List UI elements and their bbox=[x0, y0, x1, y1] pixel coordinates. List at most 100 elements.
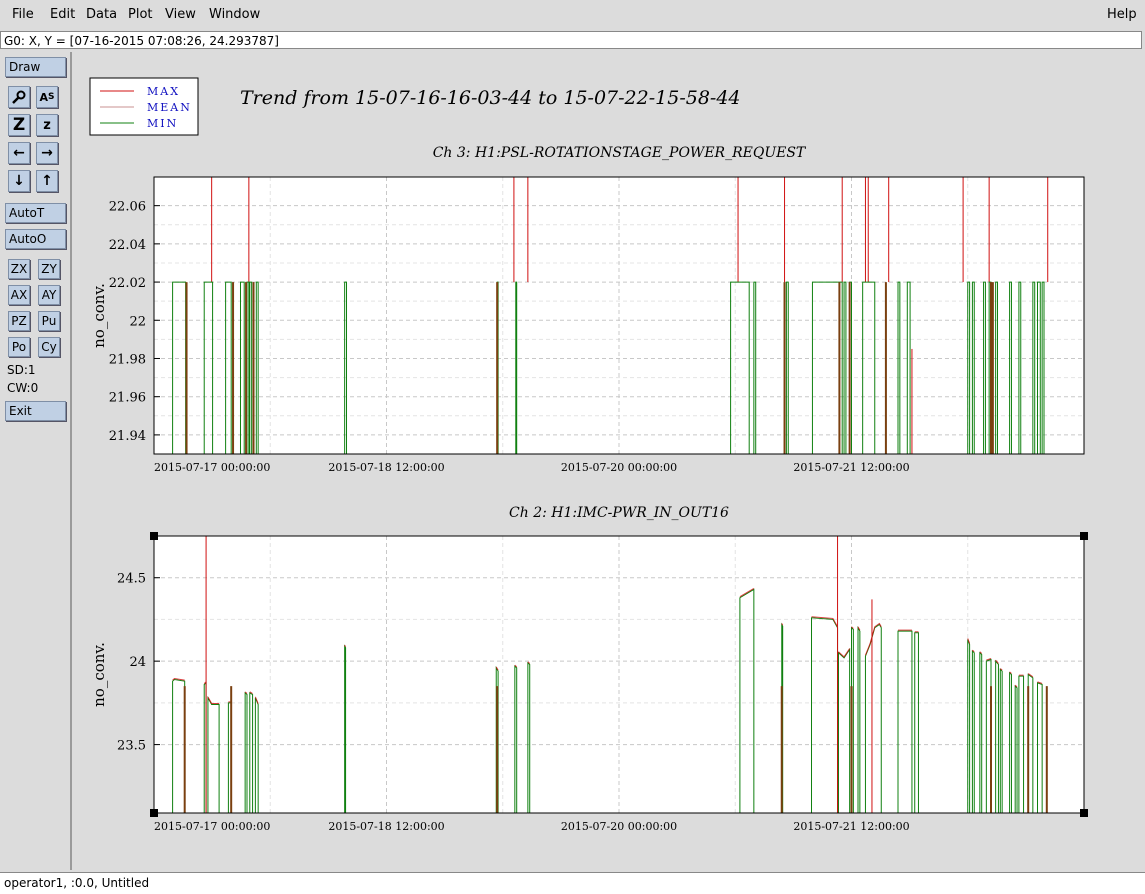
main-title: Trend from 15-07-16-16-03-44 to 15-07-22… bbox=[240, 87, 741, 109]
draw-button[interactable]: Draw bbox=[5, 57, 66, 77]
chart2-min-series bbox=[344, 644, 347, 813]
chart1-ytick-label: 21.94 bbox=[109, 429, 146, 444]
menu-view[interactable]: View bbox=[165, 7, 196, 22]
chart2-max-series bbox=[495, 666, 499, 671]
chart2-max-series bbox=[739, 587, 755, 598]
chart2-xtick-label: 2015-07-20 00:00:00 bbox=[561, 820, 677, 833]
chart2-max-series bbox=[172, 677, 185, 681]
chart2-max-series bbox=[995, 659, 999, 664]
chart2-max-series bbox=[1014, 684, 1018, 688]
chart2-frame bbox=[153, 535, 1085, 814]
chart2-max-series bbox=[781, 623, 784, 626]
chart2-min-series bbox=[999, 668, 1003, 813]
chart2-min-series bbox=[1014, 685, 1018, 813]
chart2-min-series bbox=[837, 647, 851, 813]
chart1-xtick-label: 2015-07-20 00:00:00 bbox=[561, 461, 677, 474]
chart2-title: Ch 2: H1:IMC-PWR_IN_OUT16 bbox=[509, 505, 729, 521]
cy-button[interactable]: Cy bbox=[38, 337, 60, 357]
zy-button[interactable]: ZY bbox=[38, 259, 60, 279]
chart2-max-series bbox=[979, 651, 983, 654]
arrow-up-icon[interactable]: ↑ bbox=[36, 170, 58, 192]
chart2-min-series bbox=[207, 695, 220, 813]
chart1-ytick-label: 22.06 bbox=[109, 200, 146, 215]
chart2-min-series bbox=[995, 659, 999, 813]
chart1-xtick-label: 2015-07-18 12:00:00 bbox=[328, 461, 444, 474]
arrow-right-icon[interactable]: → bbox=[36, 142, 58, 164]
ax-button[interactable]: AX bbox=[8, 285, 30, 305]
chart2-max-series bbox=[1037, 681, 1043, 684]
legend-max-label: MAX bbox=[147, 85, 180, 98]
chart1-xtick-label: 2015-07-21 12:00:00 bbox=[793, 461, 909, 474]
chart2-min-series bbox=[897, 630, 913, 813]
chart1-ytick-label: 22.02 bbox=[109, 276, 146, 291]
chart2-max-series bbox=[851, 626, 854, 629]
chart1-title: Ch 3: H1:PSL-ROTATIONSTAGE_POWER_REQUEST bbox=[433, 145, 807, 161]
legend-min-label: MIN bbox=[147, 117, 178, 130]
chart2-xtick-label: 2015-07-21 12:00:00 bbox=[793, 820, 909, 833]
cursor-readout: G0: X, Y = [07-16-2015 07:08:26, 24.2937… bbox=[0, 31, 1142, 49]
chart2-min-series bbox=[1018, 675, 1025, 813]
po-button[interactable]: Po bbox=[8, 337, 30, 357]
chart1-frame bbox=[153, 176, 1085, 455]
menu-help[interactable]: Help bbox=[1107, 7, 1137, 22]
chart2-max-series bbox=[254, 696, 259, 704]
pz-button[interactable]: PZ bbox=[8, 311, 30, 331]
chart2-min-series bbox=[244, 691, 248, 813]
menu-window[interactable]: Window bbox=[209, 7, 261, 22]
chart1[interactable]: 21.94 21.96 21.98 22 22.02 22.04 22.06 2015-07-… bbox=[90, 176, 1085, 474]
legend: MAX MEAN MIN bbox=[89, 77, 199, 136]
legend-mean-label: MEAN bbox=[147, 101, 192, 114]
chart2-max-series bbox=[967, 638, 971, 644]
autot-button[interactable]: AutoT bbox=[5, 203, 66, 223]
menu-data[interactable]: Data bbox=[86, 7, 118, 22]
chart2-max-series bbox=[514, 664, 518, 668]
chart2-ylabel: no_conv. bbox=[90, 642, 108, 707]
menu-plot[interactable]: Plot bbox=[128, 7, 153, 22]
chart2-min-series bbox=[1037, 682, 1043, 813]
arrow-down-icon[interactable]: ↓ bbox=[8, 170, 30, 192]
selection-handle bbox=[150, 532, 158, 540]
sd-label: SD:1 bbox=[7, 363, 36, 377]
ay-button[interactable]: AY bbox=[38, 285, 60, 305]
chart2[interactable]: 23.5 24 24.5 2015-07-17 00:00:00 2015-07-18 … bbox=[90, 532, 1088, 833]
chart2-ytick-label: 24.5 bbox=[117, 572, 146, 587]
menu-file[interactable]: File bbox=[12, 7, 34, 22]
selection-handle bbox=[1080, 809, 1088, 817]
menu-edit[interactable]: Edit bbox=[50, 7, 76, 22]
selection-handle bbox=[1080, 532, 1088, 540]
chart1-ylabel: no_conv. bbox=[90, 283, 108, 348]
menu-bar: File Edit Data Plot View Window Help bbox=[0, 0, 1145, 30]
magnifier-icon[interactable] bbox=[8, 86, 30, 108]
chart2-min-series bbox=[1009, 671, 1012, 813]
pu-button[interactable]: Pu bbox=[38, 311, 60, 331]
chart2-max-series bbox=[972, 649, 975, 653]
chart1-ytick-label: 21.98 bbox=[109, 352, 146, 367]
chart2-max-series bbox=[1027, 673, 1034, 678]
chart2-xtick-label: 2015-07-18 12:00:00 bbox=[328, 820, 444, 833]
chart2-max-series bbox=[811, 616, 838, 628]
zx-button[interactable]: ZX bbox=[8, 259, 30, 279]
plot-area[interactable]: MAX MEAN MIN Trend from 15-07-16-16-03-4… bbox=[72, 52, 1145, 870]
chart1-plot-bg bbox=[154, 177, 1084, 454]
chart2-min-series bbox=[914, 632, 919, 813]
chart2-min-series bbox=[971, 650, 975, 813]
chart2-max-series bbox=[1009, 671, 1012, 674]
chart2-min-series bbox=[527, 661, 531, 813]
chart2-max-series bbox=[986, 658, 992, 661]
exit-button[interactable]: Exit bbox=[5, 401, 66, 421]
chart2-max-series bbox=[344, 644, 347, 648]
chart2-ytick-label: 24 bbox=[129, 655, 146, 670]
zoom-out-icon[interactable]: z bbox=[36, 114, 58, 136]
chart2-max-series bbox=[527, 661, 531, 664]
chart1-ytick-label: 22.04 bbox=[109, 238, 146, 253]
plot-canvas[interactable]: MAX MEAN MIN Trend from 15-07-16-16-03-4… bbox=[72, 52, 1145, 870]
autoo-button[interactable]: AutoO bbox=[5, 229, 66, 249]
chart1-ytick-label: 21.96 bbox=[109, 391, 146, 406]
zoom-in-icon[interactable]: Z bbox=[8, 114, 30, 136]
chart2-max-series bbox=[864, 622, 882, 656]
arrow-left-icon[interactable]: ← bbox=[8, 142, 30, 164]
chart2-max-series bbox=[999, 668, 1003, 671]
cw-label: CW:0 bbox=[7, 381, 39, 395]
